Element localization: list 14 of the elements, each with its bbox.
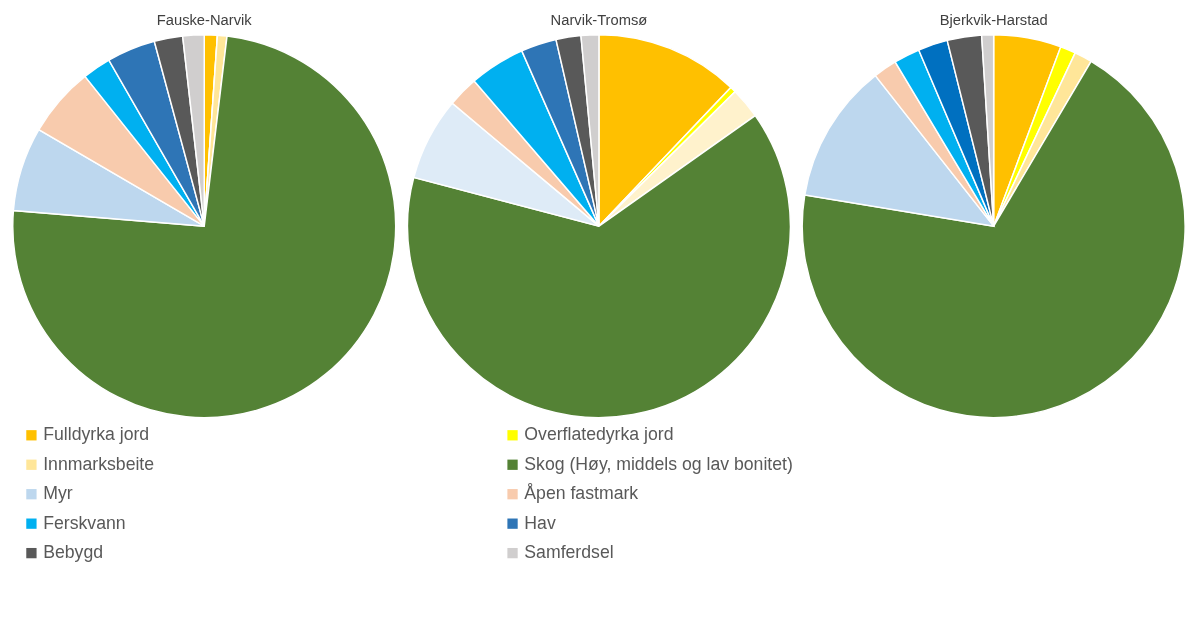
chart-title: Bjerkvik-Harstad: [939, 11, 1048, 28]
pie-slice: [12, 35, 397, 419]
chart-title: Fauske-Narvik: [156, 11, 253, 28]
legend-label: Innmarksbeite: [43, 453, 155, 474]
legend-label: Overflatedyrka jord: [524, 424, 674, 445]
chart-title: Narvik-Tromsø: [550, 11, 648, 28]
legend-label: Hav: [524, 512, 556, 533]
legend-label: Åpen fastmark: [524, 483, 639, 504]
legend-label: Samferdsel: [524, 542, 614, 563]
legend-label: Myr: [43, 483, 73, 504]
legend-label: Fulldyrka jord: [43, 424, 150, 445]
legend-label: Ferskvann: [43, 512, 126, 533]
legend-label: Skog (Høy, middels og lav bonitet): [524, 453, 793, 474]
legend-label: Bebygd: [43, 542, 104, 563]
